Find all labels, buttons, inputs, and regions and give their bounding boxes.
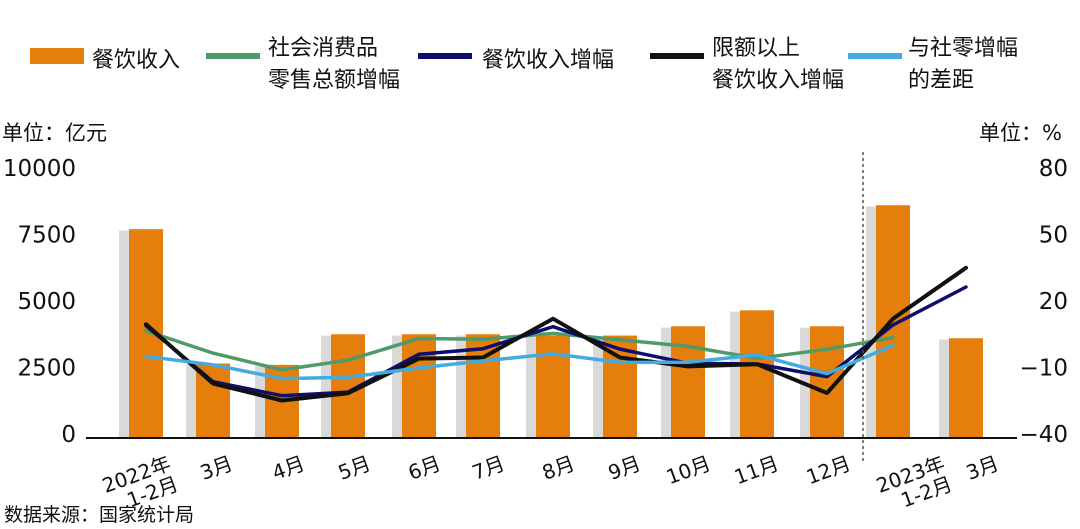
x-tick-label: 3月	[197, 451, 236, 485]
line-series	[144, 265, 968, 403]
right-tick-label: −10	[1019, 356, 1068, 382]
bar	[740, 310, 774, 438]
right-axis-unit-label: 单位：%	[979, 121, 1062, 145]
x-tick-label: 3月	[963, 451, 1002, 485]
left-tick-label: 7500	[17, 223, 76, 249]
svg-text:4月: 4月	[269, 451, 308, 485]
right-tick-label: 20	[1039, 289, 1068, 315]
right-tick-label: −40	[1019, 422, 1068, 448]
series-line	[144, 285, 968, 398]
bar	[536, 335, 570, 438]
svg-text:8月: 8月	[539, 451, 578, 485]
left-tick-label: 10000	[3, 156, 76, 182]
legend-item: 餐饮收入	[30, 48, 180, 73]
svg-text:11月: 11月	[731, 451, 782, 489]
legend-label: 与社零增幅	[908, 36, 1018, 61]
x-tick-label: 9月	[605, 451, 644, 485]
ghost-bar	[255, 366, 267, 438]
x-tick-label: 12月	[803, 451, 854, 489]
x-tick-label: 4月	[269, 451, 308, 485]
left-tick-label: 5000	[17, 289, 76, 315]
svg-text:7月: 7月	[469, 451, 508, 485]
svg-text:9月: 9月	[605, 451, 644, 485]
ghost-bar	[866, 206, 878, 438]
series-line	[144, 265, 968, 403]
left-axis-unit-label: 单位：亿元	[2, 121, 107, 145]
x-tick-label: 6月	[405, 451, 444, 485]
ghost-bar	[593, 336, 605, 438]
bar	[402, 334, 436, 438]
bar	[949, 338, 983, 438]
legend-item: 餐饮收入增幅	[418, 48, 614, 73]
ghost-bar	[392, 335, 404, 438]
left-tick-label: 2500	[17, 356, 76, 382]
ghost-bar	[661, 327, 673, 438]
x-tick-label: 10月	[663, 451, 714, 489]
right-tick-label: 80	[1039, 156, 1068, 182]
svg-text:12月: 12月	[803, 451, 854, 489]
svg-text:6月: 6月	[405, 451, 444, 485]
svg-text:10月: 10月	[663, 451, 714, 489]
legend-label: 限额以上	[712, 36, 800, 61]
right-tick-label: 50	[1039, 223, 1068, 249]
svg-text:3月: 3月	[197, 451, 236, 485]
x-tick-label: 5月	[335, 451, 374, 485]
ghost-bar	[939, 339, 951, 438]
source-note: 数据来源：国家统计局	[4, 504, 194, 526]
legend-label: 餐饮收入	[92, 48, 180, 73]
svg-text:5月: 5月	[335, 451, 374, 485]
legend-label: 社会消费品	[268, 36, 378, 61]
legend-swatch	[30, 48, 84, 64]
x-tick-label: 7月	[469, 451, 508, 485]
x-tick-label: 11月	[731, 451, 782, 489]
axis-ticks: 0 2500 5000 7500 10000 −40 −10 20 50 80	[3, 156, 1068, 448]
x-tick-label: 8月	[539, 451, 578, 485]
legend-label: 的差距	[908, 68, 974, 93]
ghost-bar	[186, 364, 198, 438]
bar	[671, 326, 705, 438]
ghost-bar	[730, 311, 742, 438]
legend-label: 餐饮收入增幅	[712, 68, 844, 93]
series-line	[144, 343, 895, 381]
legend-label: 零售总额增幅	[268, 68, 400, 93]
ghost-bar	[119, 230, 131, 438]
left-tick-label: 0	[61, 422, 76, 448]
svg-text:3月: 3月	[963, 451, 1002, 485]
legend-label: 餐饮收入增幅	[482, 48, 614, 73]
ghost-bar	[526, 336, 538, 438]
